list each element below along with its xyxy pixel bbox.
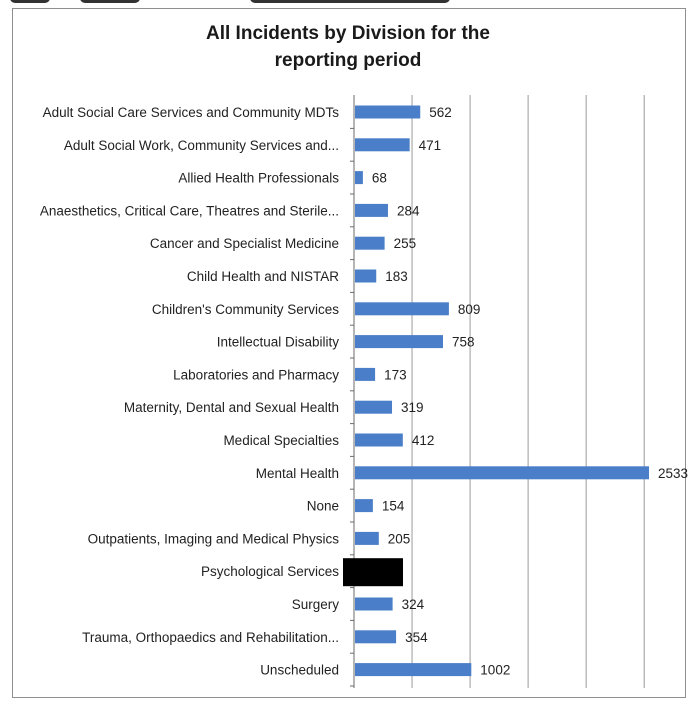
- data-label: 809: [458, 302, 481, 317]
- category-label: Surgery: [292, 597, 340, 612]
- category-label: Cancer and Specialist Medicine: [150, 236, 339, 251]
- bar: [355, 171, 363, 185]
- chart-title: All Incidents by Division for the report…: [12, 20, 684, 74]
- data-label: 183: [385, 269, 408, 284]
- category-label: Laboratories and Pharmacy: [173, 367, 339, 382]
- category-label: Adult Social Work, Community Services an…: [64, 138, 339, 153]
- data-label: 68: [372, 171, 387, 186]
- data-label: 319: [401, 400, 424, 415]
- chart-title-line-2: reporting period: [274, 50, 422, 71]
- bar: [355, 269, 377, 283]
- cropped-heading-strip: [0, 0, 688, 6]
- data-label: 284: [397, 203, 420, 218]
- category-label: Mental Health: [256, 466, 339, 481]
- category-label: Outpatients, Imaging and Medical Physics: [88, 531, 340, 546]
- category-label: Medical Specialties: [223, 433, 339, 448]
- chart-title-line-1: All Incidents by Division for the: [206, 23, 490, 44]
- bar: [355, 335, 443, 349]
- bar: [355, 138, 410, 152]
- data-label: 562: [429, 105, 452, 120]
- bar: [355, 663, 472, 677]
- data-label: 324: [402, 597, 425, 612]
- data-label: 1002: [480, 663, 510, 678]
- category-label: Child Health and NISTAR: [187, 269, 339, 284]
- data-label: 173: [384, 367, 407, 382]
- bar: [355, 466, 650, 480]
- bar: [355, 105, 421, 119]
- category-label: Unscheduled: [260, 663, 339, 678]
- data-label: 255: [394, 236, 417, 251]
- category-label: None: [307, 499, 339, 514]
- data-label: 471: [419, 138, 442, 153]
- bar: [355, 499, 373, 513]
- chart-frame: [12, 8, 686, 698]
- bar: [355, 367, 376, 381]
- data-label: 205: [388, 531, 411, 546]
- category-label: Allied Health Professionals: [178, 171, 339, 186]
- data-label: 154: [382, 499, 405, 514]
- category-label: Intellectual Disability: [217, 335, 340, 350]
- category-label: Adult Social Care Services and Community…: [43, 105, 340, 120]
- bar: [355, 203, 388, 217]
- data-label: 412: [412, 433, 435, 448]
- bar: [355, 400, 393, 414]
- category-label: Trauma, Orthopaedics and Rehabilitation.…: [82, 630, 339, 645]
- redaction-block: [343, 558, 403, 587]
- category-label: Psychological Services: [201, 564, 339, 579]
- category-label: Anaesthetics, Critical Care, Theatres an…: [40, 203, 339, 218]
- bar: [355, 433, 403, 447]
- data-label: 2533: [658, 466, 688, 481]
- bar: [355, 531, 379, 545]
- category-label: Children's Community Services: [152, 302, 339, 317]
- bar: [355, 302, 449, 316]
- bar: [355, 630, 397, 644]
- data-label: 758: [452, 335, 475, 350]
- category-label: Maternity, Dental and Sexual Health: [124, 400, 339, 415]
- bar: [355, 597, 393, 611]
- data-label: 354: [405, 630, 428, 645]
- bar: [355, 236, 385, 250]
